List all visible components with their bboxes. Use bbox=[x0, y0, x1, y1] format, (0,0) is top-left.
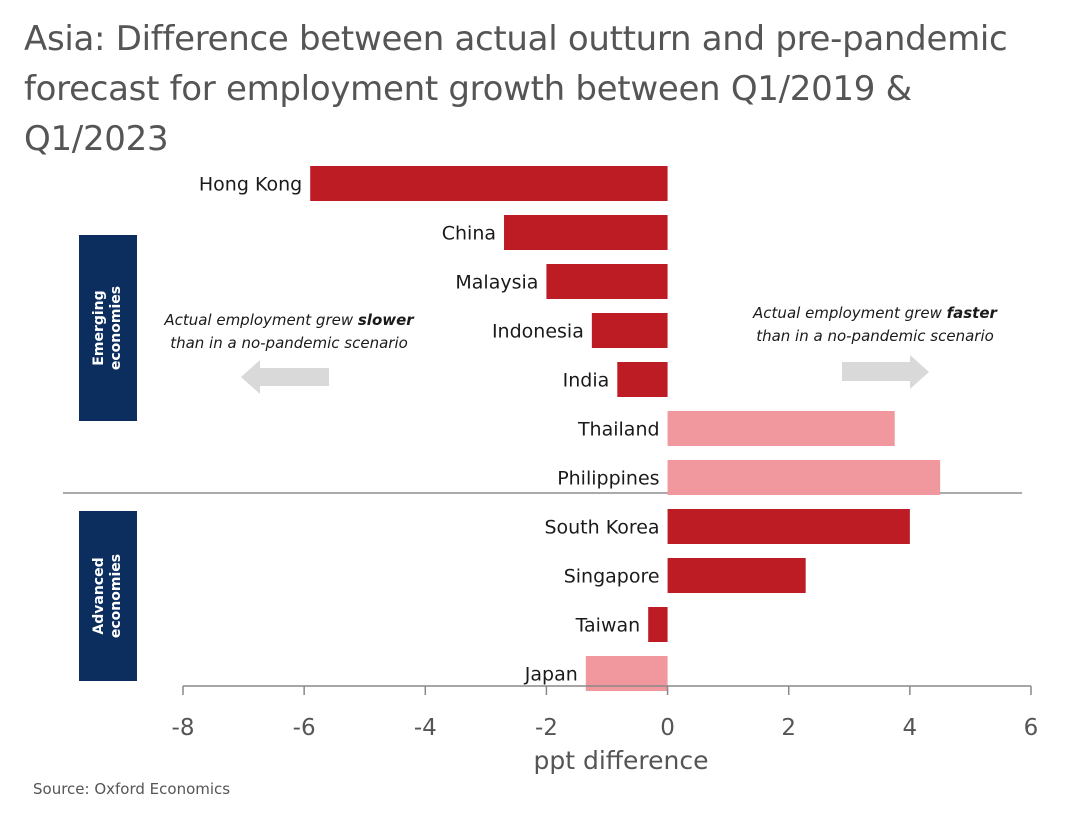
bar-china bbox=[504, 215, 668, 250]
x-axis-label: ppt difference bbox=[534, 746, 709, 775]
bar-india bbox=[617, 362, 668, 397]
category-label-india: India bbox=[563, 370, 610, 392]
x-tick-label: -2 bbox=[535, 715, 558, 741]
bar-hong-kong bbox=[310, 166, 668, 201]
category-label-indonesia: Indonesia bbox=[492, 321, 584, 343]
category-label-malaysia: Malaysia bbox=[455, 272, 538, 294]
x-axis: -8 -6 -4 -2 0 2 4 6 bbox=[172, 685, 1039, 741]
category-label-singapore: Singapore bbox=[564, 566, 660, 588]
faster-annotation-prefix: Actual employment grew bbox=[752, 304, 947, 322]
slower-annotation-prefix: Actual employment grew bbox=[163, 311, 358, 329]
advanced-economies-box: Advanced economies bbox=[79, 511, 137, 681]
bar-japan bbox=[585, 656, 668, 691]
category-label-china: China bbox=[442, 223, 496, 245]
bar-thailand bbox=[667, 411, 895, 446]
x-tick-label: 6 bbox=[1024, 715, 1039, 741]
bars-layer bbox=[310, 166, 941, 691]
advanced-label-line2: economies bbox=[108, 553, 124, 639]
bar-malaysia bbox=[546, 264, 668, 299]
bar-philippines bbox=[667, 460, 941, 495]
x-tick-label: 0 bbox=[660, 715, 675, 741]
faster-annotation-emphasis: faster bbox=[947, 304, 999, 322]
advanced-label-line1: Advanced bbox=[91, 557, 107, 635]
emerging-economies-label: Emerging economies bbox=[91, 286, 125, 370]
right-arrow-icon bbox=[842, 355, 929, 389]
slower-annotation-line2: than in a no-pandemic scenario bbox=[170, 334, 408, 352]
category-label-hong-kong: Hong Kong bbox=[199, 174, 302, 196]
category-label-thailand: Thailand bbox=[577, 419, 660, 441]
emerging-label-line1: Emerging bbox=[91, 290, 107, 366]
x-tick-label: 4 bbox=[903, 715, 918, 741]
emerging-economies-box: Emerging economies bbox=[79, 235, 137, 421]
slower-annotation-emphasis: slower bbox=[358, 311, 415, 329]
category-labels-layer: Hong Kong China Malaysia Indonesia India Thai… bbox=[199, 174, 660, 686]
x-tick-label: 2 bbox=[781, 715, 796, 741]
bar-taiwan bbox=[648, 607, 668, 642]
faster-annotation-line2: than in a no-pandemic scenario bbox=[756, 327, 994, 345]
category-label-japan: Japan bbox=[524, 664, 578, 686]
x-tick-label: -6 bbox=[293, 715, 316, 741]
faster-annotation: Actual employment grew faster bbox=[752, 304, 998, 322]
bar-singapore bbox=[667, 558, 806, 593]
source-note: Source: Oxford Economics bbox=[33, 780, 231, 798]
emerging-label-line2: economies bbox=[108, 285, 124, 371]
bar-indonesia bbox=[591, 313, 668, 348]
bar-south-korea bbox=[667, 509, 910, 544]
slower-annotation: Actual employment grew slower bbox=[163, 311, 415, 329]
category-label-south-korea: South Korea bbox=[544, 517, 659, 539]
left-arrow-icon bbox=[241, 360, 329, 394]
x-tick-label: -8 bbox=[172, 715, 195, 741]
x-tick-label: -4 bbox=[414, 715, 437, 741]
chart-title: Asia: Difference between actual outturn … bbox=[24, 19, 1008, 159]
advanced-economies-label: Advanced economies bbox=[91, 554, 125, 638]
category-label-taiwan: Taiwan bbox=[575, 615, 641, 637]
category-label-philippines: Philippines bbox=[557, 468, 659, 490]
